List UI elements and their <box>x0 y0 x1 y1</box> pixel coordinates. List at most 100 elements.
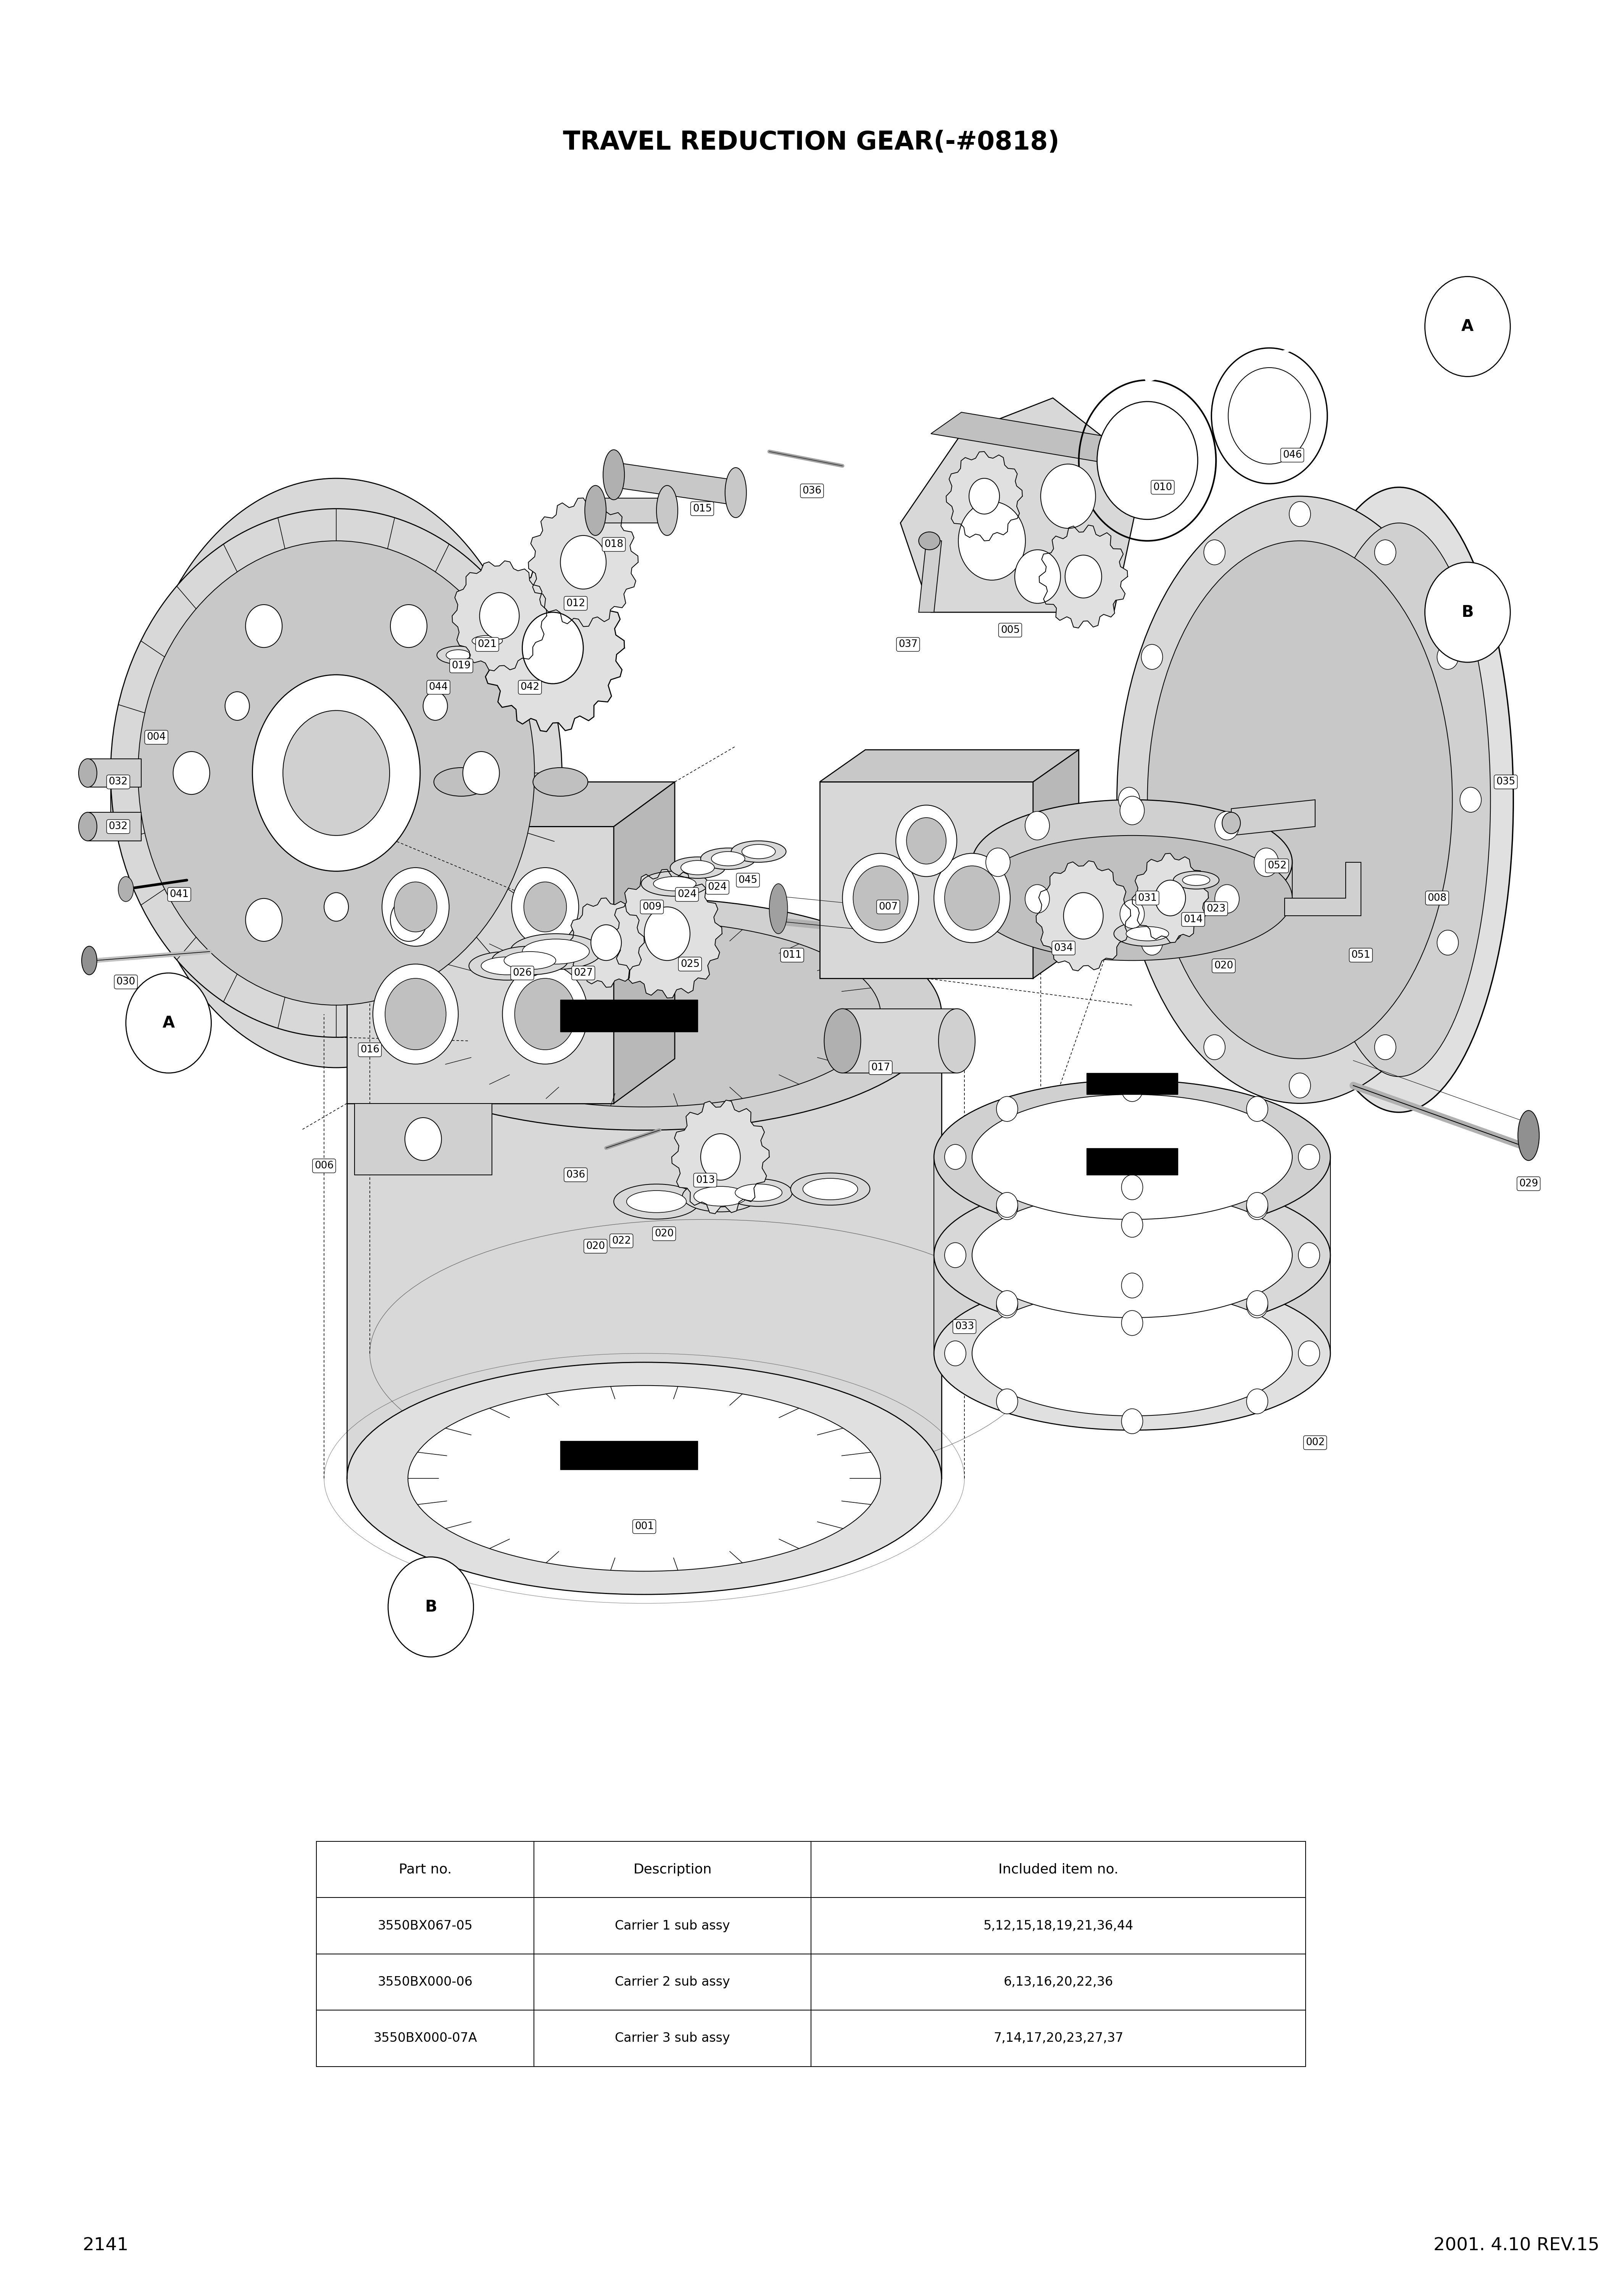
Text: B: B <box>425 1598 436 1614</box>
Circle shape <box>388 1557 474 1658</box>
Circle shape <box>384 978 446 1049</box>
Polygon shape <box>972 863 1293 898</box>
Ellipse shape <box>1307 523 1491 1077</box>
Circle shape <box>1121 1410 1144 1433</box>
Circle shape <box>944 866 999 930</box>
Text: 2001. 4.10 REV.15: 2001. 4.10 REV.15 <box>1434 2236 1599 2255</box>
Polygon shape <box>529 498 637 627</box>
Circle shape <box>1121 1077 1144 1102</box>
Ellipse shape <box>769 884 788 934</box>
Text: 002: 002 <box>1306 1437 1325 1446</box>
Text: 016: 016 <box>360 1045 380 1054</box>
Text: 020: 020 <box>586 1242 605 1251</box>
Circle shape <box>1298 1242 1320 1267</box>
Circle shape <box>1289 501 1311 526</box>
Polygon shape <box>819 751 1079 783</box>
Ellipse shape <box>694 1187 748 1205</box>
Text: A: A <box>162 1015 175 1031</box>
Polygon shape <box>842 1008 957 1072</box>
Circle shape <box>996 1097 1017 1120</box>
Circle shape <box>1015 549 1061 604</box>
Text: 024: 024 <box>707 882 727 893</box>
Circle shape <box>561 535 607 590</box>
Ellipse shape <box>972 799 1293 925</box>
Polygon shape <box>931 413 1174 468</box>
Ellipse shape <box>433 767 488 797</box>
Circle shape <box>514 978 576 1049</box>
Circle shape <box>1119 797 1145 824</box>
Text: 3550BX000-06: 3550BX000-06 <box>378 1977 472 1988</box>
Ellipse shape <box>972 836 1293 960</box>
Text: Carrier 1 sub assy: Carrier 1 sub assy <box>615 1919 730 1931</box>
Text: 011: 011 <box>782 951 801 960</box>
Text: 029: 029 <box>1518 1178 1538 1189</box>
Text: 3550BX067-05: 3550BX067-05 <box>378 1919 472 1931</box>
Ellipse shape <box>534 767 587 797</box>
Ellipse shape <box>683 1180 759 1212</box>
Text: 032: 032 <box>109 822 128 831</box>
Ellipse shape <box>522 939 589 964</box>
Circle shape <box>127 974 211 1072</box>
Ellipse shape <box>972 1095 1293 1219</box>
Circle shape <box>944 1242 967 1267</box>
Circle shape <box>373 964 459 1063</box>
Ellipse shape <box>469 951 545 980</box>
Circle shape <box>462 751 500 794</box>
Circle shape <box>996 1192 1017 1217</box>
Ellipse shape <box>1147 542 1452 1058</box>
Ellipse shape <box>130 478 542 1068</box>
Ellipse shape <box>735 1185 782 1201</box>
Polygon shape <box>819 783 1033 978</box>
Text: 033: 033 <box>955 1322 975 1332</box>
Text: 008: 008 <box>1427 893 1447 902</box>
Circle shape <box>1121 1176 1144 1201</box>
Circle shape <box>1374 540 1397 565</box>
Ellipse shape <box>725 468 746 517</box>
Circle shape <box>253 675 420 870</box>
Circle shape <box>1064 893 1103 939</box>
Circle shape <box>174 751 209 794</box>
Circle shape <box>1119 788 1140 813</box>
Polygon shape <box>1040 526 1127 629</box>
Circle shape <box>383 868 449 946</box>
Polygon shape <box>1132 854 1208 944</box>
Ellipse shape <box>409 921 881 1107</box>
Text: 037: 037 <box>899 641 918 650</box>
Ellipse shape <box>934 1178 1330 1332</box>
Text: 007: 007 <box>879 902 899 912</box>
Circle shape <box>138 542 535 1006</box>
Text: 021: 021 <box>477 641 496 650</box>
Text: 7,14,17,20,23,27,37: 7,14,17,20,23,27,37 <box>993 2032 1124 2043</box>
Polygon shape <box>88 813 141 840</box>
Bar <box>316 1841 1306 2066</box>
Ellipse shape <box>712 852 744 866</box>
Circle shape <box>1204 1035 1225 1061</box>
Circle shape <box>391 898 427 941</box>
Circle shape <box>1121 1311 1144 1336</box>
Circle shape <box>1298 1341 1320 1366</box>
Text: 020: 020 <box>655 1228 673 1238</box>
Text: 035: 035 <box>1495 776 1515 788</box>
Text: B: B <box>1461 604 1474 620</box>
Text: 005: 005 <box>1001 625 1020 636</box>
Circle shape <box>644 907 689 960</box>
Circle shape <box>1247 1097 1268 1120</box>
Text: TRAVEL REDUCTION GEAR(-#0818): TRAVEL REDUCTION GEAR(-#0818) <box>563 131 1059 154</box>
Text: 023: 023 <box>1207 905 1226 914</box>
Text: Carrier 3 sub assy: Carrier 3 sub assy <box>615 2032 730 2043</box>
Text: 042: 042 <box>521 682 540 691</box>
Circle shape <box>1460 788 1481 813</box>
Polygon shape <box>453 560 547 670</box>
Circle shape <box>245 604 282 647</box>
Text: 6,13,16,20,22,36: 6,13,16,20,22,36 <box>1004 1977 1113 1988</box>
Ellipse shape <box>347 1362 941 1593</box>
Ellipse shape <box>1126 928 1169 941</box>
Ellipse shape <box>586 484 607 535</box>
Text: 020: 020 <box>1213 962 1233 971</box>
Ellipse shape <box>436 645 480 664</box>
Polygon shape <box>595 498 667 523</box>
Text: 041: 041 <box>170 889 188 900</box>
Circle shape <box>1142 645 1163 670</box>
Text: 052: 052 <box>1267 861 1286 870</box>
Circle shape <box>225 691 250 721</box>
